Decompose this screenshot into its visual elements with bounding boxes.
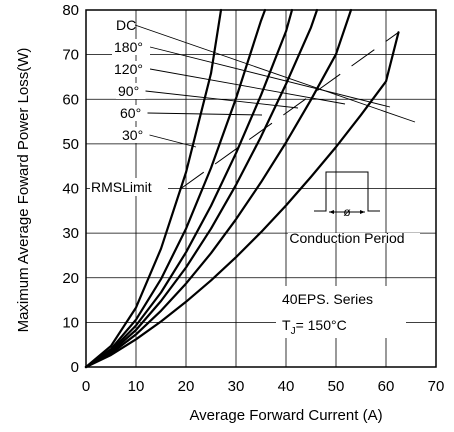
- leader-line: [150, 69, 345, 104]
- x-tick-label: 30: [228, 378, 245, 395]
- series-annotation: 40EPS. Series TJ= 150°C: [276, 286, 406, 338]
- y-tick-label: 30: [62, 225, 79, 242]
- x-axis-title: Average Forward Current (A): [189, 407, 382, 424]
- conduction-period-inset: ø Conduction Period: [288, 172, 420, 246]
- x-tick-label: 60: [378, 378, 395, 395]
- x-tick-label: 20: [178, 378, 195, 395]
- arrow-head-left: [329, 210, 334, 214]
- y-tick-label: 60: [62, 91, 79, 108]
- leader-line: [148, 113, 263, 115]
- x-tick-label: 50: [328, 378, 345, 395]
- curve-labels: DC 180° 120° 90° 60° 30°: [112, 17, 150, 143]
- curve-label-120deg: 120°: [114, 61, 143, 77]
- rms-limit-label: RMSLimit: [91, 179, 152, 195]
- y-tick-label: 50: [62, 136, 79, 153]
- conduction-period-label: Conduction Period: [289, 230, 404, 246]
- y-tick-label: 0: [71, 359, 79, 376]
- y-tick-label: 70: [62, 47, 79, 64]
- curve-label-90deg: 90°: [118, 83, 139, 99]
- x-tick-label: 10: [128, 378, 145, 395]
- label-leaders: [135, 25, 415, 147]
- series-title: 40EPS. Series: [282, 291, 373, 307]
- curve-label-dc: DC: [116, 17, 136, 33]
- x-tick-label: 40: [278, 378, 295, 395]
- y-tick-label: 10: [62, 314, 79, 331]
- y-tick-label: 40: [62, 181, 79, 198]
- curve-label-60deg: 60°: [120, 105, 141, 121]
- curve-label-180deg: 180°: [114, 39, 143, 55]
- y-tick-label: 20: [62, 270, 79, 287]
- x-tick-label: 70: [428, 378, 445, 395]
- phi-symbol: ø: [343, 205, 351, 219]
- leader-line: [150, 135, 197, 147]
- curve-label-30deg: 30°: [122, 127, 143, 143]
- y-tick-label: 80: [62, 2, 79, 19]
- x-tick-label: 0: [82, 378, 90, 395]
- arrow-head-right: [360, 210, 365, 214]
- tj-value: = 150°C: [296, 317, 347, 333]
- y-axis-title: Maximum Average Foward Power Loss(W): [15, 48, 32, 333]
